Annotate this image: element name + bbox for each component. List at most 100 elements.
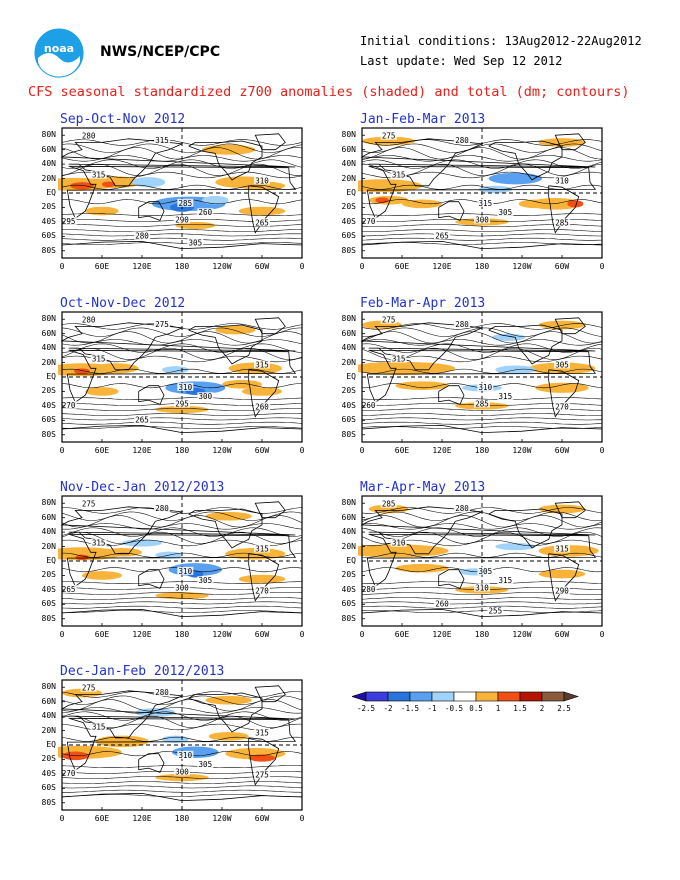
- lat-tick-label: 80N: [41, 498, 56, 508]
- contour-label: 300: [175, 583, 189, 592]
- anomaly-patch: [238, 574, 286, 584]
- contour-label-bg: [197, 208, 214, 217]
- lat-tick-label: 40N: [341, 343, 356, 353]
- map-canvas: 275 280 315 305 310 315 285 270 260 0 60E 120E 180 12…: [358, 311, 605, 455]
- lon-tick-label: 60W: [255, 446, 270, 455]
- legend-swatch: [519, 691, 543, 702]
- contour-line: [361, 597, 603, 600]
- contour-label: 275: [255, 770, 269, 779]
- contour-label: 305: [499, 208, 513, 217]
- contour-line: [361, 413, 602, 416]
- anomaly-patch: [74, 368, 90, 375]
- contour-labels: 285 280 310 315 305 315 310 290 280 260 255: [360, 499, 570, 616]
- contour-label-bg: [174, 767, 190, 776]
- contour-label-bg: [174, 399, 190, 408]
- lat-tick-label: 20N: [41, 173, 56, 183]
- map-panel: Oct-Nov-Dec 2012 280 275 315 315 310 300 295 26…: [42, 296, 348, 456]
- contour-label: 315: [555, 544, 569, 553]
- contour-label-bg: [154, 136, 170, 144]
- contour-label: 315: [92, 723, 106, 732]
- contour-line: [361, 323, 603, 330]
- anomaly-patch: [70, 182, 94, 190]
- contour-label-bg: [380, 315, 397, 324]
- contour-label: 315: [479, 199, 493, 208]
- contour-label: 290: [555, 586, 569, 595]
- legend-label: 2: [540, 704, 545, 713]
- coastline: [366, 533, 597, 587]
- lon-tick-label: 60W: [555, 262, 570, 271]
- map-canvas: 280 275 315 315 310 300 295 260 270 265 0 60E 120E 18…: [58, 311, 305, 455]
- lon-tick-label: 0: [300, 630, 305, 639]
- contour-label: 270: [255, 586, 269, 595]
- lon-tick-label: 60E: [395, 446, 410, 455]
- legend-label: -2: [383, 704, 392, 713]
- lon-tick-label: 0: [60, 814, 65, 823]
- contour-label-bg: [474, 399, 490, 408]
- panel-title: Dec-Jan-Feb 2012/2013: [60, 664, 225, 679]
- contour-label: 310: [179, 751, 193, 760]
- lat-tick-label: 40N: [41, 159, 56, 169]
- contour-label-bg: [60, 584, 77, 593]
- contour-label-bg: [554, 402, 570, 411]
- anomaly-patch: [175, 221, 216, 230]
- lon-tick-label: 120E: [432, 262, 451, 271]
- legend-label: -1: [427, 704, 436, 713]
- lat-tick-label: 60S: [41, 231, 56, 241]
- contour-labels: 275 280 315 315 310 305 300 270 265: [60, 499, 270, 595]
- lat-tick-label: 80N: [41, 314, 56, 324]
- lat-tick-label: 80N: [41, 682, 56, 692]
- color-legend: -2.5 -2 -1.5 -1 -0.5 0.5 1 1.5 2 2.5: [352, 691, 579, 713]
- legend-label: -0.5: [445, 704, 463, 713]
- lat-tick-label: 40S: [41, 768, 56, 778]
- lon-tick-label: 0: [60, 446, 65, 455]
- lat-tick-label: 80S: [41, 245, 56, 255]
- anomaly-patch: [567, 200, 584, 208]
- contour-line: [361, 523, 603, 530]
- map-canvas: 275 280 315 315 310 305 300 275 270 0 60E 120E 180 12…: [58, 679, 305, 823]
- contour-label-bg: [80, 499, 97, 508]
- anomaly-patch: [242, 387, 282, 396]
- contour-label-bg: [454, 504, 470, 512]
- lon-tick-label: 120W: [212, 446, 231, 455]
- anomaly-patch: [368, 504, 409, 514]
- contour-label-bg: [177, 566, 194, 575]
- contour-label-bg: [197, 576, 214, 585]
- contour-label-bg: [174, 215, 190, 224]
- last-update: Last update: Wed Sep 12 2012: [360, 54, 563, 68]
- lat-tick-label: 20S: [41, 202, 56, 212]
- anomaly-patch: [538, 504, 586, 514]
- lat-tick-label: 60N: [341, 144, 356, 154]
- anomaly-patch: [225, 548, 286, 560]
- legend-swatch: [453, 691, 477, 702]
- contour-label-bg: [154, 688, 170, 696]
- contour-label-bg: [60, 400, 77, 409]
- contour-label: 275: [382, 316, 396, 325]
- contour-line: [61, 523, 303, 530]
- lat-tick-label: 40N: [41, 527, 56, 537]
- anomaly-patch: [238, 206, 286, 216]
- contour-label: 305: [199, 576, 213, 585]
- map-panel: Nov-Dec-Jan 2012/2013 275 280 315 315 310 305…: [42, 480, 348, 640]
- lat-tick-label: EQ: [346, 372, 356, 381]
- map-panel: Sep-Oct-Nov 2012 280 315 315 310 285 260 290 26…: [42, 112, 348, 272]
- lon-tick-label: 120E: [432, 630, 451, 639]
- legend-swatch: [409, 691, 433, 702]
- contour-label-bg: [254, 544, 270, 553]
- contour-label-bg: [554, 218, 570, 227]
- contour-label: 280: [455, 136, 469, 145]
- contour-label: 270: [62, 401, 76, 410]
- lat-tick-label: 80S: [341, 429, 356, 439]
- contour-label: 280: [362, 585, 376, 594]
- contour-label: 270: [362, 217, 376, 226]
- lon-tick-label: 0: [300, 262, 305, 271]
- coastline: [254, 501, 286, 519]
- coastline: [488, 324, 563, 365]
- lat-tick-label: 80S: [41, 797, 56, 807]
- organization-name: NWS/NCEP/CPC: [100, 44, 221, 60]
- contour-label-bg: [174, 583, 190, 592]
- contour-label: 290: [175, 215, 189, 224]
- contour-label: 270: [62, 769, 76, 778]
- contour-label: 265: [255, 218, 269, 227]
- contour-label: 280: [455, 504, 469, 513]
- anomaly-patch: [215, 325, 256, 335]
